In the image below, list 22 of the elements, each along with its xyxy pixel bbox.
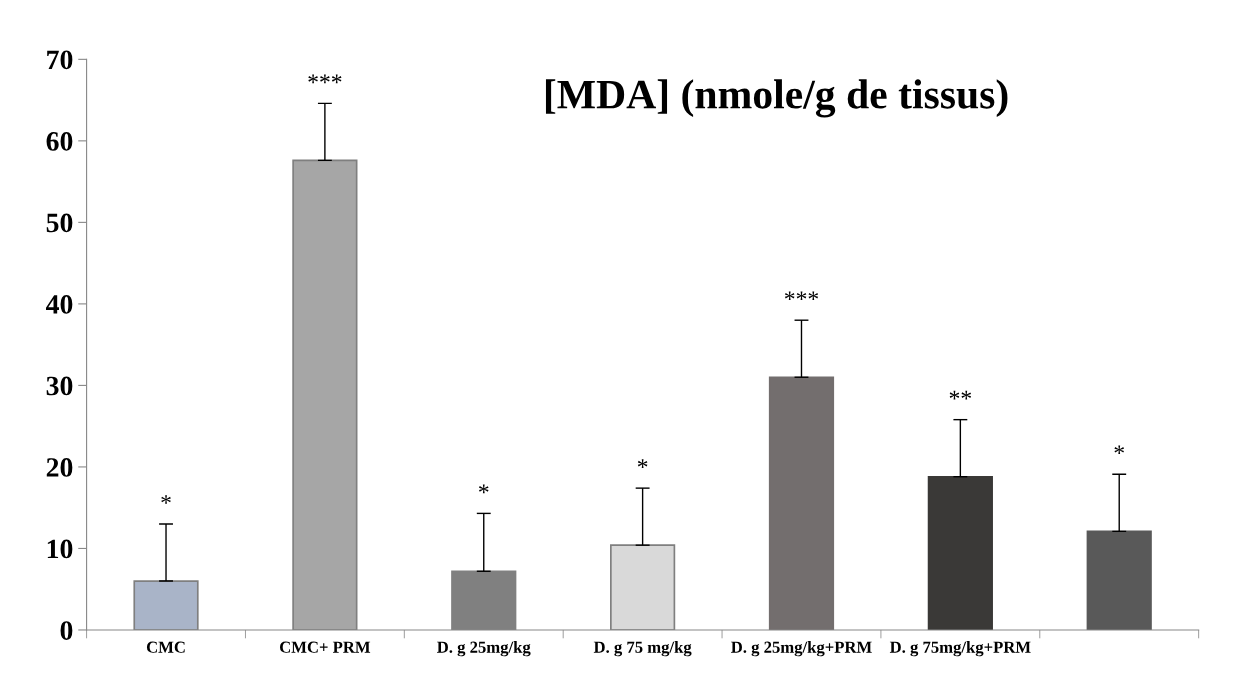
y-tick-label: 20 [46,458,73,477]
annotation: ** [949,390,972,400]
y-tick-label: 50 [46,213,73,233]
annotation: * [479,484,489,494]
y-tick-label: 30 [46,376,73,396]
x-tick-label: CMC [146,641,185,653]
x-tick-label: D. g 25mg/kg [437,641,531,657]
annotation: * [161,495,171,504]
x-tick-label: D. g 75 mg/kg [593,641,692,657]
annotation: *** [308,74,342,84]
x-tick-label: D. g 25mg/kg+PRM [731,641,872,657]
annotation: * [637,459,648,468]
annotation: * [1114,445,1124,455]
y-tick-label: 0 [60,621,73,640]
x-tick-label: CMC+ PRM [280,641,371,653]
y-tick-label: 10 [47,539,73,559]
chart-title: [MDA] (nmole/g de tissus) [545,79,1008,118]
y-tick-label: 70 [47,50,73,70]
y-tick-label: 40 [46,295,73,314]
y-tick-label: 60 [46,132,73,151]
x-tick-label: D. g 75mg/kg+PRM [889,641,1031,657]
annotation: *** [784,291,819,301]
